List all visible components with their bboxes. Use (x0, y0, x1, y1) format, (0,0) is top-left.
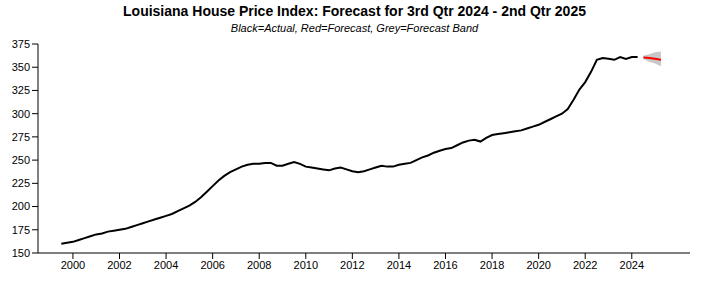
svg-text:2000: 2000 (61, 259, 85, 271)
svg-text:2012: 2012 (340, 259, 364, 271)
svg-text:2006: 2006 (200, 259, 224, 271)
svg-text:2018: 2018 (480, 259, 504, 271)
svg-text:225: 225 (12, 177, 30, 189)
svg-text:2004: 2004 (154, 259, 178, 271)
svg-text:2008: 2008 (247, 259, 271, 271)
svg-text:300: 300 (12, 108, 30, 120)
html-text:Black=Actual, Red=Forecast, Gr: Black=Actual, Red=Forecast, Grey=Forecas… (230, 22, 479, 34)
svg-text:250: 250 (12, 154, 30, 166)
svg-text:175: 175 (12, 224, 30, 236)
svg-text:200: 200 (12, 200, 30, 212)
svg-text:350: 350 (12, 61, 30, 73)
svg-text:275: 275 (12, 131, 30, 143)
html-text:Louisiana House Price Index: F: Louisiana House Price Index: Forecast fo… (123, 3, 586, 19)
svg-text:150: 150 (12, 247, 30, 259)
svg-text:2010: 2010 (294, 259, 318, 271)
svg-text:2014: 2014 (387, 259, 411, 271)
svg-text:2016: 2016 (433, 259, 457, 271)
svg-text:2022: 2022 (573, 259, 597, 271)
svg-text:2024: 2024 (620, 259, 644, 271)
svg-text:2020: 2020 (526, 259, 550, 271)
svg-text:2002: 2002 (107, 259, 131, 271)
svg-text:375: 375 (12, 38, 30, 50)
svg-text:325: 325 (12, 84, 30, 96)
